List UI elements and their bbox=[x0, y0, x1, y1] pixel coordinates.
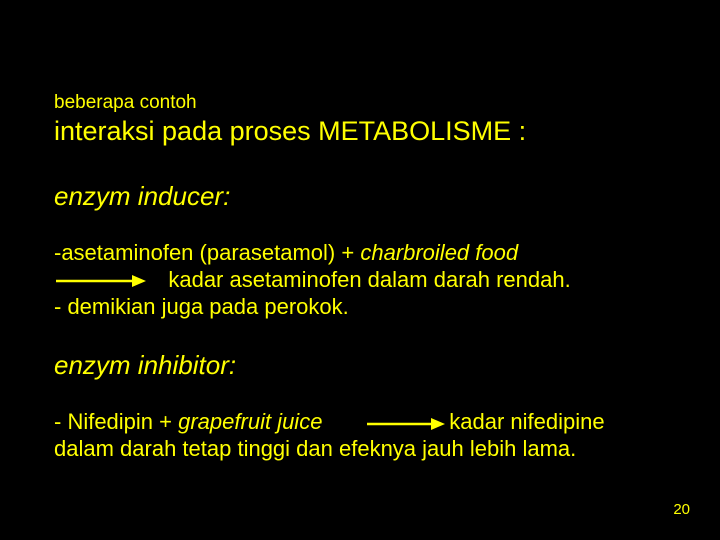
inhibitor-line2: dalam darah tetap tinggi dan efeknya jau… bbox=[54, 436, 674, 463]
page-number: 20 bbox=[673, 501, 690, 518]
inducer-line1-pre: -asetaminofen (parasetamol) + bbox=[54, 240, 360, 265]
inhibitor-block: - Nifedipin + grapefruit juice kadar nif… bbox=[54, 409, 674, 463]
slide-title: interaksi pada proses METABOLISME : bbox=[54, 116, 674, 147]
section-enzym-inhibitor: enzym inhibitor: bbox=[54, 350, 674, 381]
inducer-line1-italic: charbroiled food bbox=[360, 240, 518, 265]
intro-text: beberapa contoh bbox=[54, 92, 674, 114]
section-enzym-inducer: enzym inducer: bbox=[54, 181, 674, 212]
inhibitor-line1-pre: - Nifedipin + bbox=[54, 409, 178, 434]
inhibitor-line1-post: kadar nifedipine bbox=[449, 409, 604, 434]
arrow-icon bbox=[54, 272, 150, 290]
arrow-icon bbox=[365, 416, 449, 432]
content-area: beberapa contoh interaksi pada proses ME… bbox=[54, 92, 674, 463]
inducer-line3: - demikian juga pada perokok. bbox=[54, 294, 674, 321]
slide: beberapa contoh interaksi pada proses ME… bbox=[0, 0, 720, 540]
inducer-line2-text: kadar asetaminofen dalam darah rendah. bbox=[168, 267, 570, 292]
inhibitor-line1: - Nifedipin + grapefruit juice kadar nif… bbox=[54, 409, 674, 436]
inducer-line2: kadar asetaminofen dalam darah rendah. bbox=[54, 267, 674, 294]
inhibitor-line1-italic: grapefruit juice bbox=[178, 409, 322, 434]
inducer-line1: -asetaminofen (parasetamol) + charbroile… bbox=[54, 240, 674, 267]
inducer-block: -asetaminofen (parasetamol) + charbroile… bbox=[54, 240, 674, 320]
